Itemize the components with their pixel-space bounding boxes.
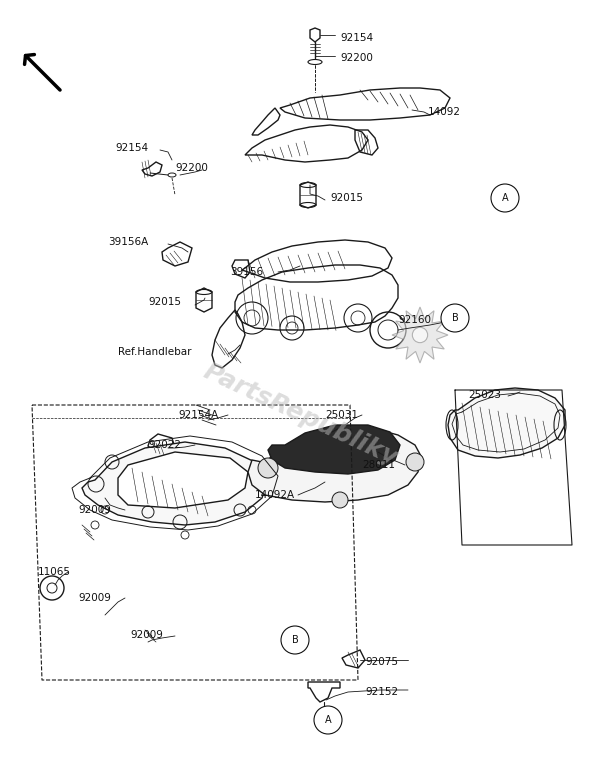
Text: A: A <box>325 715 331 725</box>
Text: 92154A: 92154A <box>178 410 218 420</box>
Text: Ref.Handlebar: Ref.Handlebar <box>118 347 191 357</box>
Text: 92154: 92154 <box>115 143 148 153</box>
Polygon shape <box>392 307 448 363</box>
Text: A: A <box>502 193 508 203</box>
Text: 92152: 92152 <box>365 687 398 697</box>
Circle shape <box>281 626 309 654</box>
Text: 14092A: 14092A <box>255 490 295 500</box>
Text: 92015: 92015 <box>148 297 181 307</box>
Circle shape <box>258 458 278 478</box>
Circle shape <box>491 184 519 212</box>
Circle shape <box>314 706 342 734</box>
Text: 92200: 92200 <box>175 163 208 173</box>
Text: 92200: 92200 <box>340 53 373 63</box>
Text: 39156A: 39156A <box>108 237 148 247</box>
Text: PartsRepubliky: PartsRepubliky <box>199 359 401 470</box>
Text: 25031: 25031 <box>325 410 358 420</box>
Text: 92154: 92154 <box>340 33 373 43</box>
Circle shape <box>412 327 428 343</box>
Text: B: B <box>292 635 298 645</box>
Text: 92009: 92009 <box>78 505 111 515</box>
Text: 25023: 25023 <box>468 390 501 400</box>
Circle shape <box>332 492 348 508</box>
Text: 92015: 92015 <box>330 193 363 203</box>
Text: 92160: 92160 <box>398 315 431 325</box>
Text: B: B <box>452 313 458 323</box>
Text: 92075: 92075 <box>365 657 398 667</box>
Text: 11065: 11065 <box>38 567 71 577</box>
Text: 92009: 92009 <box>78 593 111 603</box>
Polygon shape <box>268 425 400 474</box>
Text: 39156: 39156 <box>230 267 263 277</box>
Text: 92022: 92022 <box>148 440 181 450</box>
Text: 14092: 14092 <box>428 107 461 117</box>
Polygon shape <box>448 388 565 458</box>
Circle shape <box>441 304 469 332</box>
Polygon shape <box>118 452 248 508</box>
Polygon shape <box>82 442 268 525</box>
Circle shape <box>406 453 424 471</box>
Text: 92009: 92009 <box>130 630 163 640</box>
Text: 28011: 28011 <box>362 460 395 470</box>
Polygon shape <box>248 428 422 502</box>
